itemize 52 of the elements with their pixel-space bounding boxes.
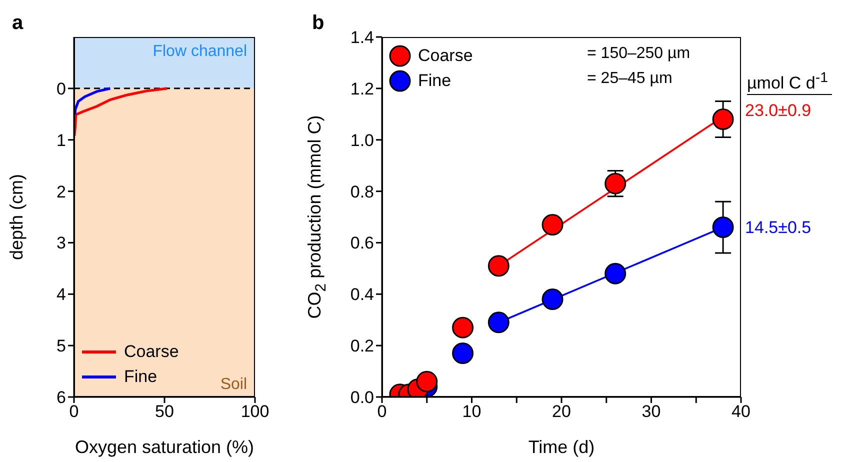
legend-label: Fine (124, 366, 158, 386)
x-axis-title: Oxygen saturation (%) (74, 437, 255, 458)
point (452, 342, 474, 364)
line-series (74, 87, 169, 138)
point (542, 214, 564, 236)
x-tick-label: 20 (552, 402, 571, 422)
y-tick-label: 0.0 (350, 388, 374, 408)
x-tick-label: 50 (155, 402, 174, 422)
chart-title: a (12, 12, 24, 35)
y-tick-label: 0.8 (350, 182, 374, 202)
y-tick-label: 1.0 (350, 130, 374, 150)
y-tick-label: 6 (56, 388, 66, 408)
point (416, 370, 438, 392)
y-tick-label: 4 (56, 285, 66, 304)
x-axis-title: Time (d) (527, 437, 596, 458)
point (488, 312, 510, 334)
y-tick-label: 1.4 (350, 28, 374, 48)
legend-label: Fine (418, 70, 452, 90)
x-tick-label: 0 (69, 402, 79, 422)
legend-label: Coarse (124, 342, 179, 362)
y-tick-label: 5 (56, 336, 66, 356)
point (488, 255, 510, 277)
text: µmol C d$^{-1}$ (747, 70, 832, 95)
x-tick-label: 40 (732, 402, 750, 422)
y-tick-label: 0.4 (350, 285, 374, 304)
annotation: = 25–45 µm (587, 70, 672, 88)
y-tick-label: 3 (56, 234, 66, 253)
y-tick-label: 1.2 (350, 79, 374, 98)
point (452, 316, 474, 338)
point (542, 288, 564, 310)
y-tick-label: 0.6 (350, 234, 374, 253)
annotation: 23.0±0.9 (745, 101, 812, 120)
y-axis-title: depth (cm) (6, 174, 28, 260)
band-label: Soil (220, 376, 247, 394)
x-tick-label: 100 (240, 402, 270, 422)
x-tick-label: 10 (462, 402, 482, 422)
band-label: Flow channel (152, 43, 247, 61)
x-tick-label: 0 (377, 402, 387, 422)
y-tick-label: 2 (56, 182, 66, 202)
x-tick-label: 30 (642, 402, 661, 422)
point (604, 262, 626, 284)
annotation: 14.5±0.5 (745, 218, 812, 237)
line-series (74, 87, 112, 116)
point (712, 216, 734, 238)
y-tick-label: 1 (56, 130, 66, 150)
y-tick-label: 0.2 (350, 336, 374, 356)
y-tick-label: 0 (56, 79, 66, 98)
annotation: = 150–250 µm (587, 45, 690, 63)
point (712, 108, 734, 130)
point (604, 172, 626, 194)
legend-label: Coarse (418, 46, 473, 66)
chart-title: b (312, 12, 324, 35)
